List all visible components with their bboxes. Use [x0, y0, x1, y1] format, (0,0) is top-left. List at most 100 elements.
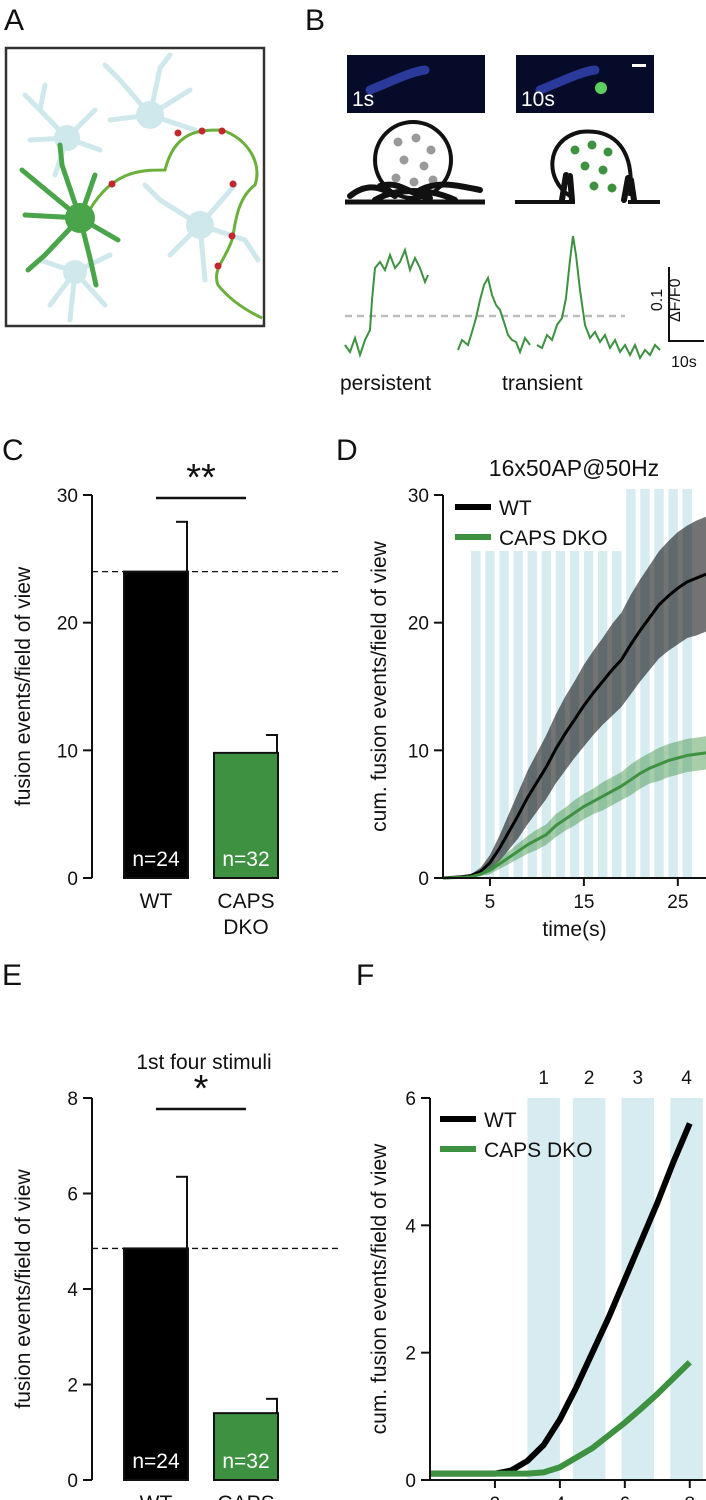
n-label: n=24	[132, 1450, 180, 1473]
stimulus-band	[621, 1098, 655, 1480]
legend-label-wt: WT	[484, 1109, 517, 1132]
panel-label-f: F	[356, 959, 374, 992]
sem-band-wt	[443, 516, 706, 878]
category-label: WT	[140, 1492, 173, 1500]
series-line-caps-dko	[430, 1360, 692, 1477]
y-axis-label: cum. fusion events/field of view	[368, 1143, 391, 1434]
bar-caps-dko	[213, 751, 279, 879]
x-tick-label: 2	[490, 1494, 501, 1500]
chart-title: 16x50AP@50Hz	[489, 455, 659, 481]
trace-label-persistent: persistent	[340, 372, 431, 395]
green-neuron	[19, 142, 121, 288]
n-label: n=24	[132, 848, 180, 871]
y-axis-label: cum. fusion events/field of view	[368, 540, 391, 831]
stimulus-band	[640, 489, 650, 878]
x-tick-label: 5	[485, 892, 496, 913]
y-tick-label: 20	[408, 614, 429, 635]
panel-label-e: E	[2, 959, 22, 992]
y-tick-label: 6	[405, 1089, 416, 1110]
y-tick-label: 4	[67, 1280, 78, 1301]
trace-label-transient: transient	[502, 372, 583, 395]
transient-fusion-schematic	[515, 129, 660, 204]
y-axis-label: fusion events/field of view	[12, 566, 35, 806]
stimulus-band	[527, 551, 537, 878]
legend-label-caps-dko: CAPS DKO	[499, 527, 608, 550]
y-tick-label: 2	[67, 1376, 78, 1397]
stimulus-band	[654, 489, 664, 878]
x-tick-label: 8	[684, 1494, 695, 1500]
stimulus-band	[682, 489, 692, 878]
y-tick-label: 10	[408, 741, 429, 762]
glia-neuron-3	[142, 182, 261, 283]
y-tick-label: 30	[408, 486, 429, 507]
chart-d: 0 10 20 30 5 15 25 time(s) cum. fusion events/fi…	[368, 455, 706, 941]
stimulus-band	[499, 551, 509, 878]
significance-stars: **	[186, 457, 216, 499]
stimulus-band	[527, 1098, 560, 1480]
category-label: WT	[140, 890, 173, 913]
frame-time-10s: 10s	[521, 88, 555, 111]
stimulus-band	[471, 551, 481, 878]
stimulus-band	[572, 1098, 606, 1480]
scale-x-value: 10s	[671, 354, 697, 371]
x-tick-label: 4	[555, 1494, 566, 1500]
panel-label-c: C	[2, 434, 24, 467]
x-tick-label: 15	[573, 892, 594, 913]
glia-neuron-2	[102, 52, 198, 133]
x-axis-label: time(s)	[542, 918, 606, 941]
scale-bar-icon	[632, 64, 646, 67]
y-tick-label: 2	[405, 1344, 416, 1365]
bar-wt	[123, 570, 189, 879]
category-label: CAPS	[217, 1492, 274, 1500]
series-line-wt	[442, 572, 706, 880]
y-axis-label: fusion events/field of view	[12, 1169, 35, 1409]
trace-transient-1	[457, 275, 531, 355]
chart-f: 123402462468time(s)cum. fusion events/fi…	[368, 1068, 706, 1500]
significance-stars: *	[194, 1068, 209, 1110]
y-tick-label: 30	[57, 486, 78, 507]
stimulus-band	[668, 489, 678, 878]
y-tick-label: 4	[405, 1216, 416, 1237]
chart-e: 1st four stimuli 0 2 4 6 8 fusion events/field…	[12, 1051, 342, 1500]
x-tick-label: 6	[620, 1494, 631, 1500]
panel-label-a: A	[4, 4, 24, 37]
legend-label-caps-dko: CAPS DKO	[484, 1139, 593, 1162]
chart-c: 0 10 20 30 fusion events/field of view n=24 WT…	[12, 457, 342, 939]
y-tick-label: 0	[67, 869, 78, 890]
panel-label-b: B	[305, 4, 325, 37]
category-label: CAPS	[217, 890, 274, 913]
n-label: n=32	[222, 848, 269, 871]
scale-y-value: 0.1	[649, 289, 666, 311]
series-line-caps-dko	[442, 751, 706, 880]
x-tick-label: 25	[667, 892, 688, 913]
frame-time-1s: 1s	[352, 88, 374, 111]
legend-label-wt: WT	[499, 497, 532, 520]
persistent-fusion-schematic	[345, 120, 485, 205]
stimulus-number: 3	[633, 1068, 644, 1089]
bar-wt	[123, 1247, 189, 1481]
panel-label-d: D	[336, 434, 358, 467]
n-label: n=32	[222, 1450, 269, 1473]
stimulus-band	[612, 551, 622, 878]
y-tick-label: 10	[57, 741, 78, 762]
imaging-frame-1s: 1s	[347, 55, 485, 113]
stimulus-band	[541, 551, 552, 878]
y-tick-label: 8	[67, 1089, 78, 1110]
neuron-culture-illustration	[4, 46, 266, 328]
scale-y-unit: ΔF/F0	[667, 278, 684, 322]
imaging-frame-10s: 10s	[516, 55, 654, 113]
trace-transient-2	[536, 235, 661, 361]
y-tick-label: 0	[67, 1471, 78, 1492]
bar-caps-dko	[213, 1412, 279, 1482]
stimulus-band	[513, 551, 523, 878]
stimulus-number: 2	[584, 1068, 595, 1089]
y-tick-label: 0	[405, 1471, 416, 1492]
stimulus-number: 4	[681, 1068, 692, 1089]
stimulus-band	[485, 551, 495, 878]
scale-bar: 0.1 ΔF/F0 10s	[649, 267, 704, 371]
chart-title: 1st four stimuli	[136, 1051, 271, 1074]
y-tick-label: 20	[57, 614, 78, 635]
y-tick-label: 6	[67, 1185, 78, 1206]
trace-persistent	[344, 246, 429, 359]
